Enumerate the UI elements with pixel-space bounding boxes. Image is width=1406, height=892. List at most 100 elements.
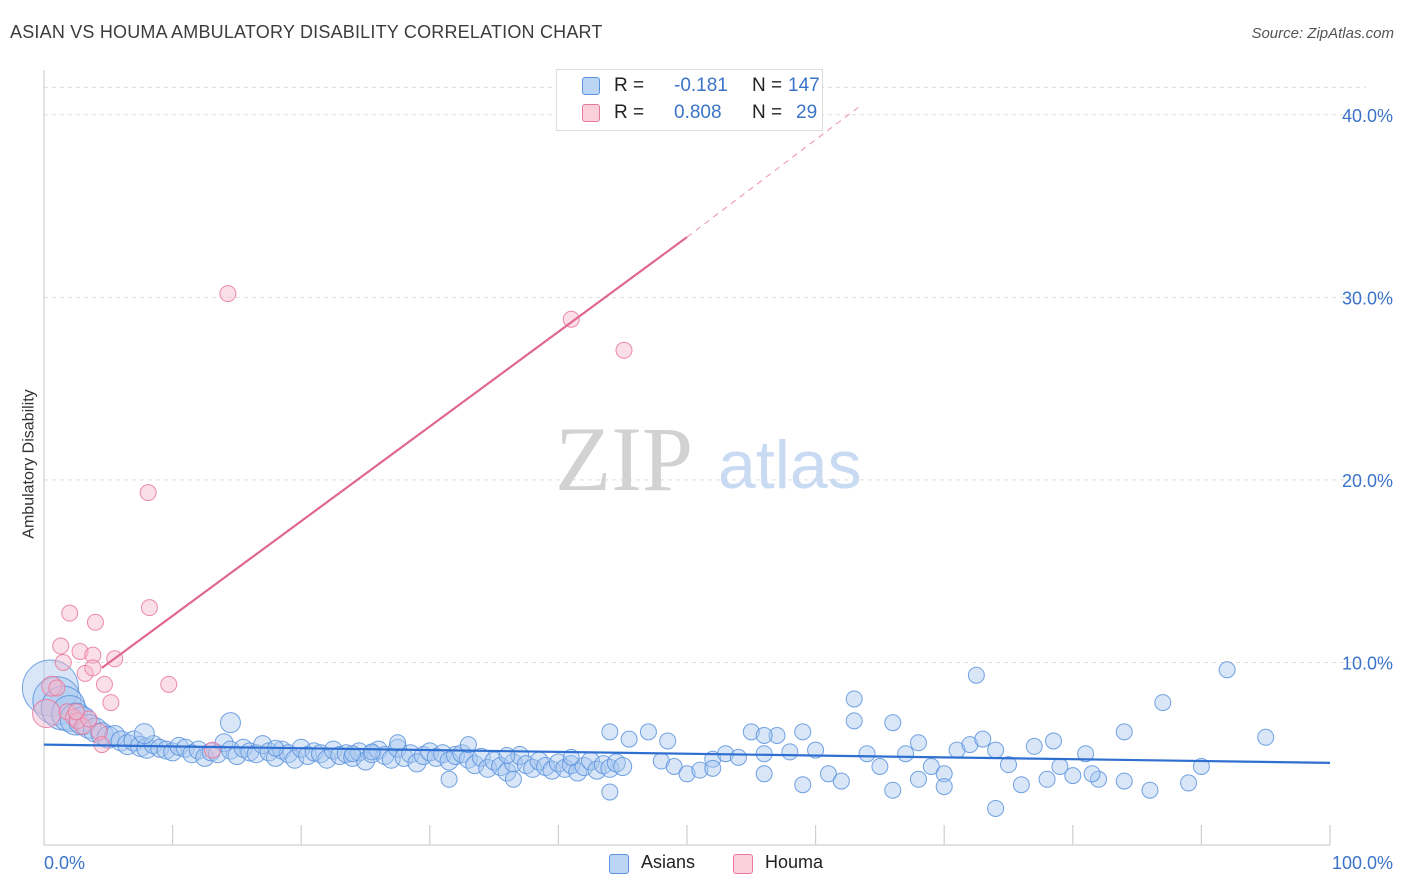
legend-n-label: N = [752,102,783,123]
asian-point [755,726,773,744]
asian-point [1012,776,1030,794]
houma-point [80,710,98,728]
asian-point [1083,765,1101,783]
asian-point [987,799,1005,817]
legend-n-value-asian: 147 [788,75,820,96]
y-tick-label: 10.0% [1342,653,1393,673]
houma-point [67,703,85,721]
asian-point [678,765,696,783]
houma-point [139,484,157,502]
asian-point [219,712,241,734]
houma-point [160,675,178,693]
houma-trend-line [101,236,688,669]
houma-point [90,723,108,741]
bottom-legend-label-asian: Asians [641,852,696,872]
asian-points [21,659,1275,817]
watermark: ZIP atlas [555,408,862,510]
asian-trend-line [43,743,1331,764]
asian-point [76,713,102,739]
asian-point [601,723,619,741]
legend-r-value-asian: -0.181 [674,75,728,96]
asian-point [935,778,953,796]
legend-n-label: N = [752,75,783,96]
asian-point [961,736,979,754]
houma-point [95,675,113,693]
asian-point [781,743,799,761]
asian-point [922,758,940,775]
asian-point [536,757,556,776]
asian-point [143,735,163,755]
bottom-legend-label-houma: Houma [765,852,824,872]
asian-point [555,758,575,778]
houma-point [86,613,104,631]
asian-point [659,732,677,750]
asian-point [516,755,536,775]
asian-point [871,758,889,775]
y-tick-label: 30.0% [1342,288,1393,308]
y-tick-labels: 10.0% 20.0% 30.0% 40.0% [1342,106,1393,674]
asian-point [363,743,381,761]
asian-point [1025,737,1043,755]
asian-point [794,776,812,794]
asian-point [794,723,812,741]
asian-point [574,757,594,776]
asian-point [897,745,915,763]
x-ticks [172,825,1331,845]
x-tick-label-max: 100.0% [1332,853,1393,873]
asian-point [691,761,709,779]
bottom-legend-swatch-houma [733,854,753,874]
asian-point [884,781,902,799]
watermark-zip: ZIP [555,408,693,510]
asian-point [459,736,477,754]
y-tick-label: 40.0% [1342,106,1393,126]
houma-point [41,675,63,697]
asian-point [133,723,155,745]
legend-swatch-asian [582,77,600,95]
asian-point [1000,756,1017,774]
houma-trend-extension [686,105,861,238]
asian-point [601,783,619,801]
asian-point [491,757,511,776]
houma-point [102,694,120,712]
houma-point [74,717,92,735]
asian-point [1038,770,1056,788]
asian-point [21,659,79,717]
asian-point [742,723,760,741]
x-tick-label-min: 0.0% [44,853,85,873]
houma-point [84,659,102,677]
asian-point [389,734,407,752]
legend-swatch-houma [582,104,600,122]
houma-point [54,653,72,671]
asian-point [452,744,472,764]
asian-point [504,770,522,788]
houma-point [52,637,70,655]
houma-point [615,341,633,359]
houma-point [61,604,79,622]
houma-point [140,599,158,617]
houma-point [71,642,89,660]
houma-point [562,310,580,328]
houma-point [48,679,66,697]
asian-point [665,758,683,775]
asian-point [639,723,657,741]
asian-point [1218,661,1236,679]
asian-point [1192,758,1210,775]
asian-point [1064,767,1082,785]
asian-point [987,741,1005,759]
asian-point [426,747,446,767]
asian-point [974,730,992,748]
houma-point [219,285,237,303]
asian-point [909,770,927,788]
asian-point [729,748,747,766]
asian-point [440,770,458,788]
asian-point [272,740,292,760]
asian-point [606,753,626,773]
trend-lines [43,105,1331,764]
asian-point [568,762,588,782]
asian-point [96,725,120,749]
asian-point [807,741,825,759]
asian-point [323,740,343,760]
asian-point [967,666,985,684]
y-axis-label: Ambulatory Disability [20,389,38,539]
